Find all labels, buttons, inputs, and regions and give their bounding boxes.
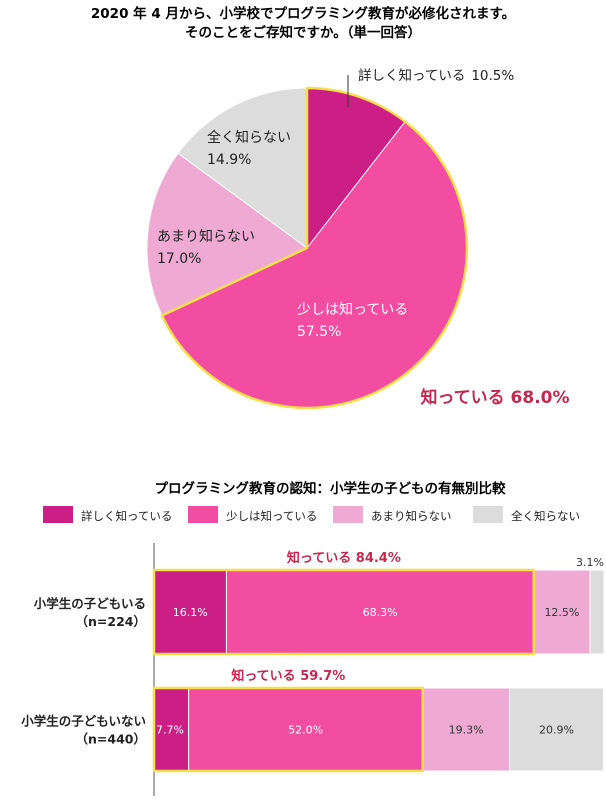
known-outline-0 [152, 568, 536, 656]
known-total-label: 知っている 84.4% [287, 550, 401, 566]
pie-slice-label: 少しは知っている [297, 301, 408, 318]
legend-swatch-3 [473, 506, 503, 523]
category-count-label: （n=440） [76, 732, 146, 747]
pie-slice-label: 詳しく知っている [358, 67, 465, 84]
bar-value-label: 52.0% [288, 724, 323, 737]
bar-value-label: 16.1% [173, 606, 208, 619]
pie-subtitle: そのことをご存知ですか。（単一回答） [185, 24, 421, 41]
category-label: 小学生の子どもいない [20, 714, 146, 729]
pie-chart: 詳しく知っている 10.5% 少しは知っている 57.5% あまり知らない 17.0% 全く… [146, 67, 514, 410]
bar-value-label: 3.1% [576, 556, 604, 569]
category-count-label: （n=224） [76, 614, 146, 629]
pie-label-0: 詳しく知っている 10.5% [358, 67, 514, 84]
bar-0-1 [225, 569, 535, 655]
pie-known-outline [160, 86, 469, 410]
pie-slice-2 [146, 152, 308, 317]
pie-slice-value: 14.9% [207, 152, 251, 168]
known-outline-1 [152, 686, 424, 773]
bar-0-2 [533, 569, 591, 655]
legend-swatch-0 [43, 506, 73, 523]
pie-title: 2020 年 4 月から、小学校でプログラミング教育が必修化されます。 [91, 5, 515, 22]
legend-swatch-2 [333, 506, 363, 523]
pie-slice-value: 17.0% [157, 251, 201, 267]
pie-slice-label: 全く知らない [207, 129, 291, 146]
bar-1-3 [509, 687, 605, 772]
bar-value-label: 68.3% [363, 606, 398, 619]
bar-0-0 [153, 569, 227, 655]
bar-title: プログラミング教育の認知：小学生の子どもの有無別比較 [155, 480, 506, 497]
bar-value-label: 12.5% [544, 606, 579, 619]
bar-value-label: 7.7% [156, 724, 184, 737]
bar-value-label: 19.3% [449, 724, 484, 737]
legend-label-2: あまり知らない [371, 509, 452, 523]
pie-annotation: 知っている 68.0% [419, 387, 569, 408]
pie-slice-value: 10.5% [471, 68, 514, 84]
bar-value-label: 20.9% [539, 724, 574, 737]
pie-slice-value: 57.5% [297, 324, 341, 340]
bar-1-1 [188, 687, 424, 772]
legend-swatch-1 [188, 506, 218, 523]
bar-1-2 [422, 687, 510, 772]
legend-label-1: 少しは知っている [226, 509, 317, 523]
legend-label-3: 全く知らない [511, 509, 580, 523]
category-label: 小学生の子どもいる [33, 596, 146, 611]
legend: 詳しく知っている 少しは知っている あまり知らない 全く知らない [43, 506, 580, 523]
stacked-bar-chart: 16.1% 68.3% 12.5% 3.1% 知っている 84.4% 小学生の子どもいる （… [20, 543, 605, 796]
legend-label-0: 詳しく知っている [81, 509, 172, 523]
bar-0-3 [589, 569, 605, 655]
known-total-label: 知っている 59.7% [231, 668, 345, 684]
pie-slice-3 [177, 87, 308, 249]
pie-slice-label: あまり知らない [157, 228, 255, 245]
